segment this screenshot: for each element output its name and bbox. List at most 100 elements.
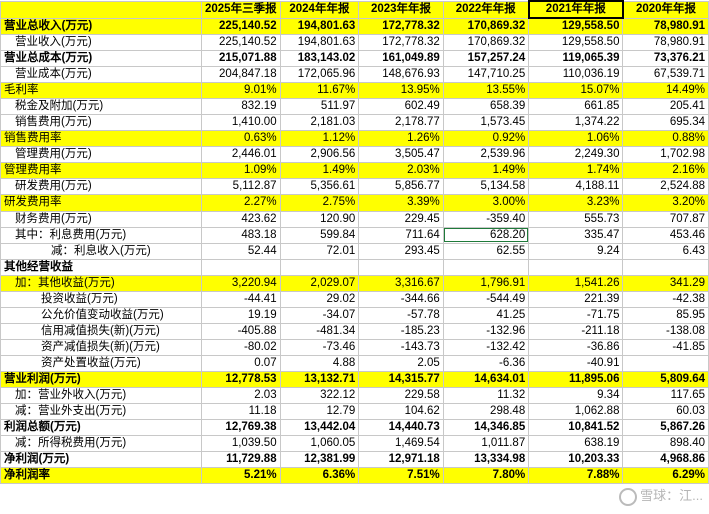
value-cell[interactable]: 511.97 xyxy=(279,98,360,116)
value-cell[interactable]: 110,036.19 xyxy=(528,66,624,84)
row-label-cell[interactable]: 利润总额(万元) xyxy=(0,419,202,437)
header-corner-cell[interactable] xyxy=(0,0,202,19)
value-cell[interactable]: 483.18 xyxy=(201,226,281,244)
value-cell[interactable]: 215,071.88 xyxy=(201,50,281,68)
value-cell[interactable]: 3.20% xyxy=(622,194,709,212)
value-cell[interactable]: 11.32 xyxy=(442,387,530,405)
value-cell[interactable]: 4.88 xyxy=(279,354,360,372)
value-cell[interactable]: 3,505.47 xyxy=(358,146,444,164)
row-label-cell[interactable]: 信用减值损失(新)(万元) xyxy=(0,322,202,340)
value-cell[interactable]: 9.34 xyxy=(528,387,624,405)
value-cell[interactable]: 2.16% xyxy=(622,162,709,180)
value-cell[interactable]: 4,968.86 xyxy=(622,451,709,469)
value-cell[interactable]: 161,049.89 xyxy=(358,50,444,68)
header-period-cell[interactable]: 2024年年报 xyxy=(279,0,360,19)
value-cell[interactable]: 711.64 xyxy=(358,226,444,244)
value-cell[interactable]: 2,446.01 xyxy=(201,146,281,164)
value-cell[interactable]: 1,541.26 xyxy=(528,274,624,292)
row-label-cell[interactable]: 毛利率 xyxy=(0,82,202,100)
value-cell[interactable]: 5,356.61 xyxy=(279,178,360,196)
value-cell[interactable]: 341.29 xyxy=(622,274,709,292)
value-cell[interactable]: 29.02 xyxy=(279,290,360,308)
value-cell[interactable]: 638.19 xyxy=(528,435,624,453)
value-cell[interactable]: 12,769.38 xyxy=(201,419,281,437)
value-cell[interactable]: 85.95 xyxy=(622,306,709,324)
row-label-cell[interactable]: 营业利润(万元) xyxy=(0,370,202,389)
value-cell[interactable]: 2.05 xyxy=(358,354,444,372)
value-cell[interactable]: 2,249.30 xyxy=(528,146,624,164)
value-cell[interactable]: -132.96 xyxy=(442,322,530,340)
row-label-cell[interactable]: 营业总成本(万元) xyxy=(0,50,202,68)
value-cell[interactable]: 707.87 xyxy=(622,210,709,228)
value-cell[interactable]: 172,778.32 xyxy=(358,33,444,52)
value-cell[interactable]: 599.84 xyxy=(279,226,360,244)
value-cell[interactable]: -405.88 xyxy=(201,322,281,340)
value-cell[interactable]: -185.23 xyxy=(358,322,444,340)
value-cell[interactable]: -44.41 xyxy=(201,290,281,308)
value-cell[interactable]: 7.51% xyxy=(358,467,444,485)
value-cell[interactable]: 5,809.64 xyxy=(622,370,709,389)
value-cell[interactable]: 221.39 xyxy=(528,290,624,308)
value-cell[interactable] xyxy=(201,258,281,276)
value-cell[interactable]: 1,039.50 xyxy=(201,435,281,453)
value-cell[interactable]: -41.85 xyxy=(622,338,709,356)
value-cell[interactable]: 15.07% xyxy=(528,82,624,100)
value-cell[interactable]: 7.80% xyxy=(442,467,530,485)
value-cell[interactable]: 14,634.01 xyxy=(442,370,530,389)
value-cell[interactable]: 157,257.24 xyxy=(442,50,530,68)
header-period-cell[interactable]: 2023年年报 xyxy=(358,0,444,19)
value-cell[interactable]: 5,867.26 xyxy=(622,419,709,437)
row-label-cell[interactable]: 净利润率 xyxy=(0,467,202,485)
value-cell[interactable]: 1.49% xyxy=(279,162,360,180)
value-cell[interactable]: 0.88% xyxy=(622,130,709,148)
value-cell[interactable]: 172,065.96 xyxy=(279,66,360,84)
value-cell[interactable]: 2,181.03 xyxy=(279,114,360,132)
value-cell[interactable]: 172,778.32 xyxy=(358,17,444,35)
value-cell[interactable]: -34.07 xyxy=(279,306,360,324)
value-cell[interactable]: 2,029.07 xyxy=(279,274,360,292)
value-cell[interactable]: 194,801.63 xyxy=(279,33,360,52)
value-cell[interactable]: 1,374.22 xyxy=(528,114,624,132)
value-cell[interactable]: 129,558.50 xyxy=(528,33,624,52)
value-cell[interactable]: 2,539.96 xyxy=(442,146,530,164)
value-cell[interactable]: 322.12 xyxy=(279,387,360,405)
value-cell[interactable]: 2,524.88 xyxy=(622,178,709,196)
value-cell[interactable]: 293.45 xyxy=(358,242,444,260)
row-label-cell[interactable]: 减：利息收入(万元) xyxy=(0,242,202,260)
value-cell[interactable]: 1.06% xyxy=(528,130,624,148)
value-cell[interactable]: 78,980.91 xyxy=(622,33,709,52)
value-cell[interactable]: 67,539.71 xyxy=(622,66,709,84)
row-label-cell[interactable]: 其他经营收益 xyxy=(0,258,202,276)
value-cell[interactable]: 205.41 xyxy=(622,98,709,116)
value-cell[interactable]: 2.75% xyxy=(279,194,360,212)
value-cell[interactable]: 3.00% xyxy=(442,194,530,212)
value-cell[interactable]: 13,442.04 xyxy=(279,419,360,437)
value-cell[interactable]: 72.01 xyxy=(279,242,360,260)
value-cell[interactable]: -359.40 xyxy=(442,210,530,228)
value-cell[interactable]: 4,188.11 xyxy=(528,178,624,196)
value-cell[interactable]: -544.49 xyxy=(442,290,530,308)
value-cell[interactable] xyxy=(622,258,709,276)
value-cell[interactable]: 0.92% xyxy=(442,130,530,148)
row-label-cell[interactable]: 营业收入(万元) xyxy=(0,33,202,52)
value-cell[interactable]: -132.42 xyxy=(442,338,530,356)
value-cell[interactable]: 104.62 xyxy=(358,403,444,421)
row-label-cell[interactable]: 销售费用(万元) xyxy=(0,114,202,132)
value-cell[interactable]: 119,065.39 xyxy=(528,50,624,68)
row-label-cell[interactable]: 公允价值变动收益(万元) xyxy=(0,306,202,324)
value-cell[interactable]: 555.73 xyxy=(528,210,624,228)
value-cell[interactable]: 148,676.93 xyxy=(358,66,444,84)
value-cell[interactable]: 11,895.06 xyxy=(528,370,624,389)
value-cell[interactable]: 11.18 xyxy=(201,403,281,421)
value-cell[interactable]: 602.49 xyxy=(358,98,444,116)
value-cell[interactable]: 5,134.58 xyxy=(442,178,530,196)
value-cell[interactable]: 170,869.32 xyxy=(442,33,530,52)
value-cell[interactable]: 13,132.71 xyxy=(279,370,360,389)
value-cell[interactable] xyxy=(622,354,709,372)
value-cell[interactable]: 3,316.67 xyxy=(358,274,444,292)
value-cell[interactable]: 1,469.54 xyxy=(358,435,444,453)
value-cell[interactable]: 453.46 xyxy=(622,226,709,244)
value-cell[interactable]: 6.29% xyxy=(622,467,709,485)
value-cell[interactable]: 229.58 xyxy=(358,387,444,405)
row-label-cell[interactable]: 管理费用率 xyxy=(0,162,202,180)
